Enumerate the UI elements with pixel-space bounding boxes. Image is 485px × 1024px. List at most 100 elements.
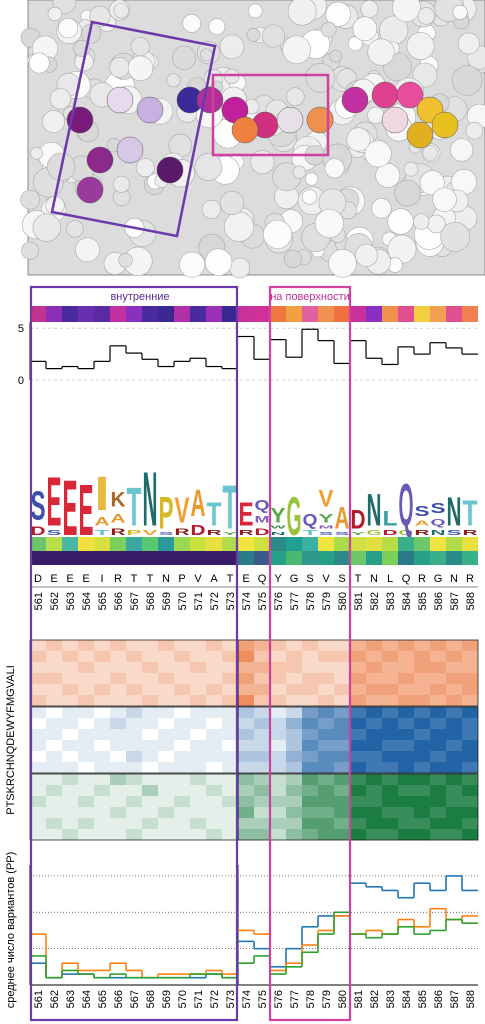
heatmap-cell bbox=[222, 762, 238, 774]
heatmap-cell bbox=[126, 818, 142, 830]
strip-cell bbox=[62, 537, 78, 551]
heatmap-cell bbox=[142, 718, 158, 730]
logo-letter: R bbox=[463, 529, 479, 537]
logo-letter: S bbox=[447, 529, 462, 537]
heatmap-cell bbox=[158, 751, 174, 763]
position-label: 577 bbox=[289, 990, 301, 1008]
logo-letter: A bbox=[95, 516, 110, 529]
heatmap-cell bbox=[254, 718, 270, 730]
heatmap-cell bbox=[62, 718, 78, 730]
logo-letter: N bbox=[431, 529, 447, 537]
heatmap-cell bbox=[190, 729, 206, 741]
position-label: 579 bbox=[321, 592, 333, 610]
strip-cell bbox=[78, 551, 94, 565]
logo-letter: Y bbox=[223, 530, 239, 536]
conservation-cell bbox=[110, 306, 126, 322]
surface-atom bbox=[324, 158, 345, 179]
heatmap-cell bbox=[286, 729, 302, 741]
heatmap-cell bbox=[158, 673, 174, 685]
sequence-letter: Q bbox=[258, 573, 267, 585]
heatmap-cell bbox=[30, 818, 46, 830]
conservation-cell bbox=[46, 306, 62, 322]
heatmap-cell bbox=[158, 684, 174, 696]
heatmap-cell bbox=[446, 673, 462, 685]
position-label: 571 bbox=[193, 990, 205, 1008]
heatmap-cell bbox=[238, 707, 254, 719]
heatmap-cell bbox=[462, 796, 478, 808]
heatmap-cell bbox=[78, 740, 94, 752]
region-label: на поверхности bbox=[270, 291, 350, 303]
heatmap-cell bbox=[94, 718, 110, 730]
highlight-atom bbox=[431, 111, 459, 139]
heatmap-cell bbox=[158, 774, 174, 786]
heatmap-cell bbox=[414, 729, 430, 741]
position-label: 568 bbox=[145, 990, 157, 1008]
heatmap-cell bbox=[462, 807, 478, 819]
heatmap-cell bbox=[398, 829, 414, 841]
surface-atom bbox=[364, 140, 392, 168]
heatmap-cell bbox=[158, 718, 174, 730]
strip-cell bbox=[142, 537, 158, 551]
heatmap-cell bbox=[398, 751, 414, 763]
surface-atom bbox=[367, 106, 385, 124]
heatmap-cell bbox=[110, 762, 126, 774]
position-label: 566 bbox=[113, 592, 125, 610]
strip-cell bbox=[94, 551, 110, 565]
heatmap-cell bbox=[126, 762, 142, 774]
heatmap-cell bbox=[254, 785, 270, 797]
conservation-cell bbox=[270, 306, 286, 322]
heatmap-cell bbox=[190, 829, 206, 841]
heatmap-cell bbox=[286, 684, 302, 696]
logo-letter: E bbox=[63, 464, 78, 552]
heatmap-cell bbox=[158, 818, 174, 830]
heatmap-cell bbox=[238, 762, 254, 774]
position-label: 570 bbox=[177, 592, 189, 610]
surface-atom bbox=[403, 161, 419, 177]
strip-cell bbox=[62, 551, 78, 565]
strip-cell bbox=[46, 551, 62, 565]
heatmap-cell bbox=[270, 729, 286, 741]
logo-letter: S bbox=[47, 529, 62, 537]
heatmap-cell bbox=[286, 695, 302, 707]
position-label: 584 bbox=[401, 990, 413, 1008]
position-label: 585 bbox=[417, 990, 429, 1008]
heatmap-cell bbox=[222, 785, 238, 797]
heatmap-cell bbox=[302, 762, 318, 774]
heatmap-cell bbox=[222, 651, 238, 663]
heatmap-cell bbox=[46, 695, 62, 707]
heatmap-cell bbox=[206, 729, 222, 741]
highlight-atom bbox=[381, 106, 409, 134]
heatmap-cell bbox=[270, 796, 286, 808]
heatmap-cell bbox=[110, 751, 126, 763]
heatmap-cell bbox=[174, 751, 190, 763]
heatmap-cell bbox=[94, 695, 110, 707]
heatmap-cell bbox=[238, 651, 254, 663]
position-label: 564 bbox=[81, 592, 93, 610]
sequence-letter: R bbox=[466, 573, 474, 585]
heatmap-cell bbox=[270, 662, 286, 674]
heatmap-cell bbox=[222, 640, 238, 652]
heatmap-cell bbox=[222, 751, 238, 763]
conservation-cell bbox=[158, 306, 174, 322]
heatmap-cell bbox=[414, 673, 430, 685]
heatmap-cell bbox=[254, 829, 270, 841]
conservation-cell bbox=[62, 306, 78, 322]
heatmap-cell bbox=[142, 707, 158, 719]
sequence-letter: A bbox=[210, 573, 218, 585]
surface-atom bbox=[360, 0, 379, 19]
heatmap-cell bbox=[46, 762, 62, 774]
heatmap-cell bbox=[142, 673, 158, 685]
surface-atom bbox=[292, 165, 306, 179]
heatmap-cell bbox=[270, 807, 286, 819]
surface-atom bbox=[305, 62, 336, 93]
heatmap-cell bbox=[366, 774, 382, 786]
heatmap-cell bbox=[270, 640, 286, 652]
heatmap-cell bbox=[286, 829, 302, 841]
heatmap-cell bbox=[174, 640, 190, 652]
heatmap-cell bbox=[446, 718, 462, 730]
heatmap-cell bbox=[94, 640, 110, 652]
surface-atom bbox=[194, 153, 223, 181]
position-label: 575 bbox=[257, 990, 269, 1008]
heatmap-cell bbox=[238, 718, 254, 730]
surface-atom bbox=[432, 187, 457, 212]
